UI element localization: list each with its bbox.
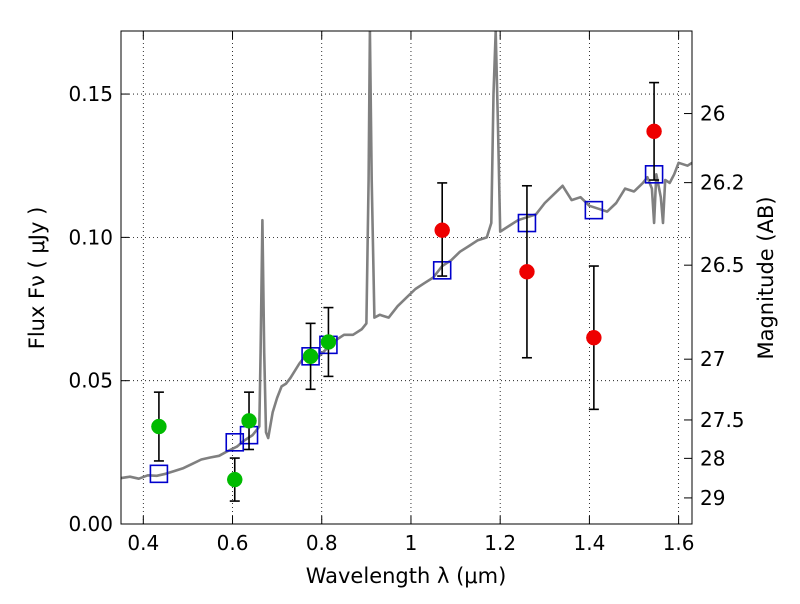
x-tick-label: 1.2: [484, 531, 516, 555]
y-tick-label: 0.05: [68, 369, 113, 393]
plot-area: [121, 31, 692, 502]
y-axis-label: Flux Fν ( μJy ): [25, 207, 49, 350]
x-axis-label: Wavelength λ (μm): [306, 564, 507, 588]
y2-tick-label: 26: [700, 102, 725, 126]
ground-photometry-point: [302, 348, 319, 365]
y2-tick-label: 27.5: [700, 408, 745, 432]
y2-tick-label: 26.5: [700, 253, 745, 277]
y2-tick-label: 28: [700, 446, 725, 470]
model-photometry-square: [149, 464, 169, 484]
hst-photometry-point: [519, 264, 535, 280]
ground-photometry-point: [227, 471, 243, 488]
y-tick-label: 0.10: [68, 225, 113, 249]
x-tick-label: 0.4: [127, 531, 159, 555]
x-tick-label: 1: [405, 531, 418, 555]
model-sed-layer: [121, 31, 692, 480]
y2-tick-label: 27: [700, 347, 725, 371]
hst-photometry-point: [646, 123, 662, 140]
y-tick-label: 0.00: [68, 512, 113, 536]
y2-tick-label: 29: [700, 486, 725, 510]
x-tick-label: 1.4: [573, 531, 605, 555]
hst-photometry-point: [434, 222, 450, 238]
x-tick-label: 0.8: [306, 531, 338, 555]
model-sed-line: [121, 31, 692, 480]
x-tick-label: 0.6: [217, 531, 249, 555]
axis-ticks: [121, 31, 692, 525]
plot-background: [121, 31, 692, 524]
y2-tick-label: 26.2: [700, 171, 745, 195]
ground-photometry-point: [320, 334, 337, 350]
y-tick-label: 0.15: [68, 82, 113, 106]
hst-photometry-point: [586, 329, 602, 346]
ground-photometry-point: [151, 418, 167, 435]
y2-axis-label: Magnitude (AB): [754, 196, 778, 359]
model-photometry-square: [225, 433, 245, 452]
x-tick-label: 1.6: [663, 531, 695, 555]
tick-labels: 0.4 0.6 0.8 1 1.2 1.4 1.6 0.00 0.05 0.10 0.15 26 26.…: [68, 82, 744, 555]
model-photometry-square: [584, 200, 604, 220]
plot-frame: [120, 30, 693, 525]
photometry-layer: [151, 123, 662, 488]
ground-photometry-point: [241, 413, 257, 429]
